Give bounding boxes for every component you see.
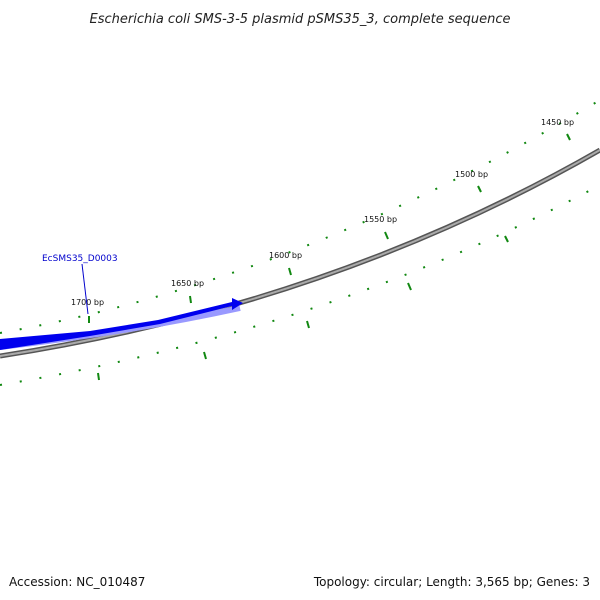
- tick-outer-1: [97, 372, 100, 381]
- tick-label-1600: 1600 bp: [269, 251, 302, 260]
- tick-outer-4: [407, 282, 412, 291]
- ruler-major-ticks: [88, 133, 571, 381]
- map-title: Escherichia coli SMS-3-5 plasmid pSMS35_…: [90, 12, 511, 27]
- tick-label-1500: 1500 bp: [455, 170, 488, 179]
- gene-label-leader: [81, 263, 89, 315]
- tick-outer-3: [306, 320, 310, 329]
- tick-label-1700: 1700 bp: [71, 298, 104, 307]
- tick-1550: [384, 231, 389, 240]
- tick-label-1450: 1450 bp: [541, 118, 574, 127]
- tick-label-1650: 1650 bp: [171, 279, 204, 288]
- tick-1600: [288, 267, 292, 276]
- tick-1500: [477, 185, 482, 193]
- tick-1650: [189, 295, 192, 304]
- gene-label-group: EcSMS35_D0003: [42, 254, 118, 315]
- plasmid-backbone: [0, 147, 600, 359]
- tick-1450: [566, 133, 571, 141]
- tick-outer-2: [203, 351, 207, 360]
- accession-text: Accession: NC_010487: [9, 575, 145, 589]
- tick-outer-5: [504, 235, 509, 243]
- tick-label-1550: 1550 bp: [364, 215, 397, 224]
- gene-feature[interactable]: [0, 298, 243, 350]
- tick-labels: 1450 bp 1500 bp 1550 bp 1600 bp 1650 bp …: [71, 118, 574, 307]
- summary-text: Topology: circular; Length: 3,565 bp; Ge…: [313, 575, 590, 589]
- gene-label: EcSMS35_D0003: [42, 254, 118, 264]
